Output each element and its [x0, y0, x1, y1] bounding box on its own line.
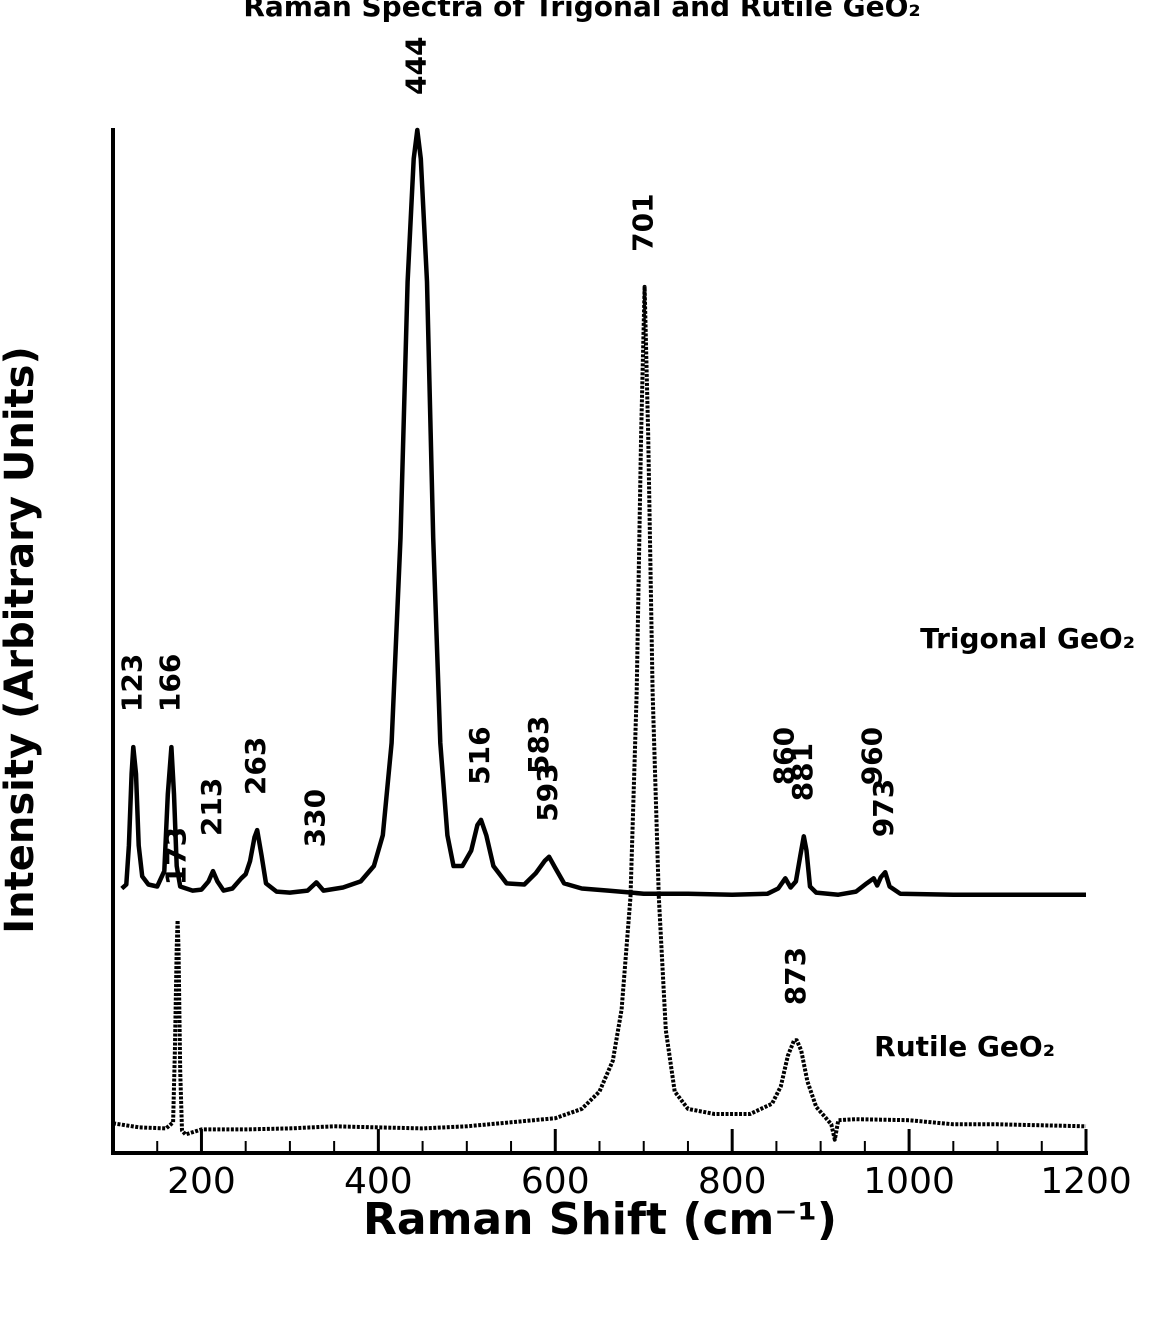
x-tick-label: 600	[521, 1161, 590, 1202]
peak-label: 583	[522, 716, 555, 774]
peak-label: 516	[463, 726, 496, 784]
spectrum-line	[120, 127, 1086, 897]
peak-label: 330	[298, 789, 331, 847]
peak-label: 593	[531, 763, 564, 821]
x-tick-label: 1200	[1040, 1161, 1132, 1202]
peak-label: 166	[153, 654, 186, 712]
peak-label: 973	[867, 779, 900, 837]
y-axis-label: Intensity (Arbitrary Units)	[0, 346, 43, 933]
peak-label: 701	[627, 193, 660, 251]
spectrum-line	[112, 284, 1087, 1142]
x-tick-label: 800	[698, 1161, 767, 1202]
peak-label: 213	[195, 778, 228, 836]
peak-label: 444	[399, 37, 432, 95]
peak-label: 123	[115, 654, 148, 712]
x-tick-label: 1000	[863, 1161, 955, 1202]
peak-label: 873	[779, 947, 812, 1005]
x-axis-label: Raman Shift (cm⁻¹)	[363, 1194, 837, 1245]
peak-label: 173	[160, 827, 193, 885]
peak-label: 860	[767, 727, 800, 785]
x-tick-label: 200	[167, 1161, 236, 1202]
peak-label: 263	[239, 737, 272, 795]
series-label: Trigonal GeO₂	[920, 622, 1135, 655]
series-label: Rutile GeO₂	[874, 1030, 1055, 1063]
peak-label: 960	[856, 727, 889, 785]
chart-title: Raman Spectra of Trigonal and Rutile GeO…	[243, 0, 920, 23]
peak-label: 881	[786, 743, 819, 801]
x-tick-label: 400	[344, 1161, 413, 1202]
